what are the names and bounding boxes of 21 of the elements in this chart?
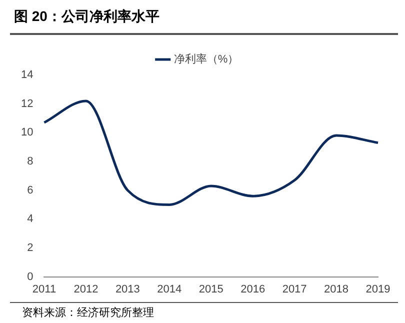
y-tick-label: 10 <box>20 126 34 139</box>
x-tick-label: 2018 <box>324 283 349 296</box>
x-tick-label: 2011 <box>32 283 56 296</box>
x-tick-label: 2014 <box>157 283 182 296</box>
legend-label: 净利率（%） <box>174 52 239 66</box>
x-tick-label: 2017 <box>282 283 307 296</box>
y-tick-label: 2 <box>27 242 34 254</box>
text: 资料来源：经济研究所整理 <box>22 306 154 320</box>
y-tick-label: 0 <box>27 270 34 283</box>
y-tick-label: 14 <box>20 69 34 82</box>
x-tick-label: 2015 <box>198 283 224 296</box>
y-tick-label: 8 <box>27 156 34 168</box>
y-tick-label: 12 <box>20 98 34 110</box>
x-tick-label: 2013 <box>115 283 140 296</box>
chart-title: 图 20：公司净利率水平 <box>14 8 160 26</box>
x-tick-label: 2019 <box>366 283 390 296</box>
y-tick-label: 6 <box>27 184 34 196</box>
x-tick-label: 2016 <box>240 283 266 296</box>
x-tick-label: 2012 <box>74 283 98 296</box>
y-tick-label: 4 <box>27 213 34 226</box>
line-series <box>42 100 380 206</box>
